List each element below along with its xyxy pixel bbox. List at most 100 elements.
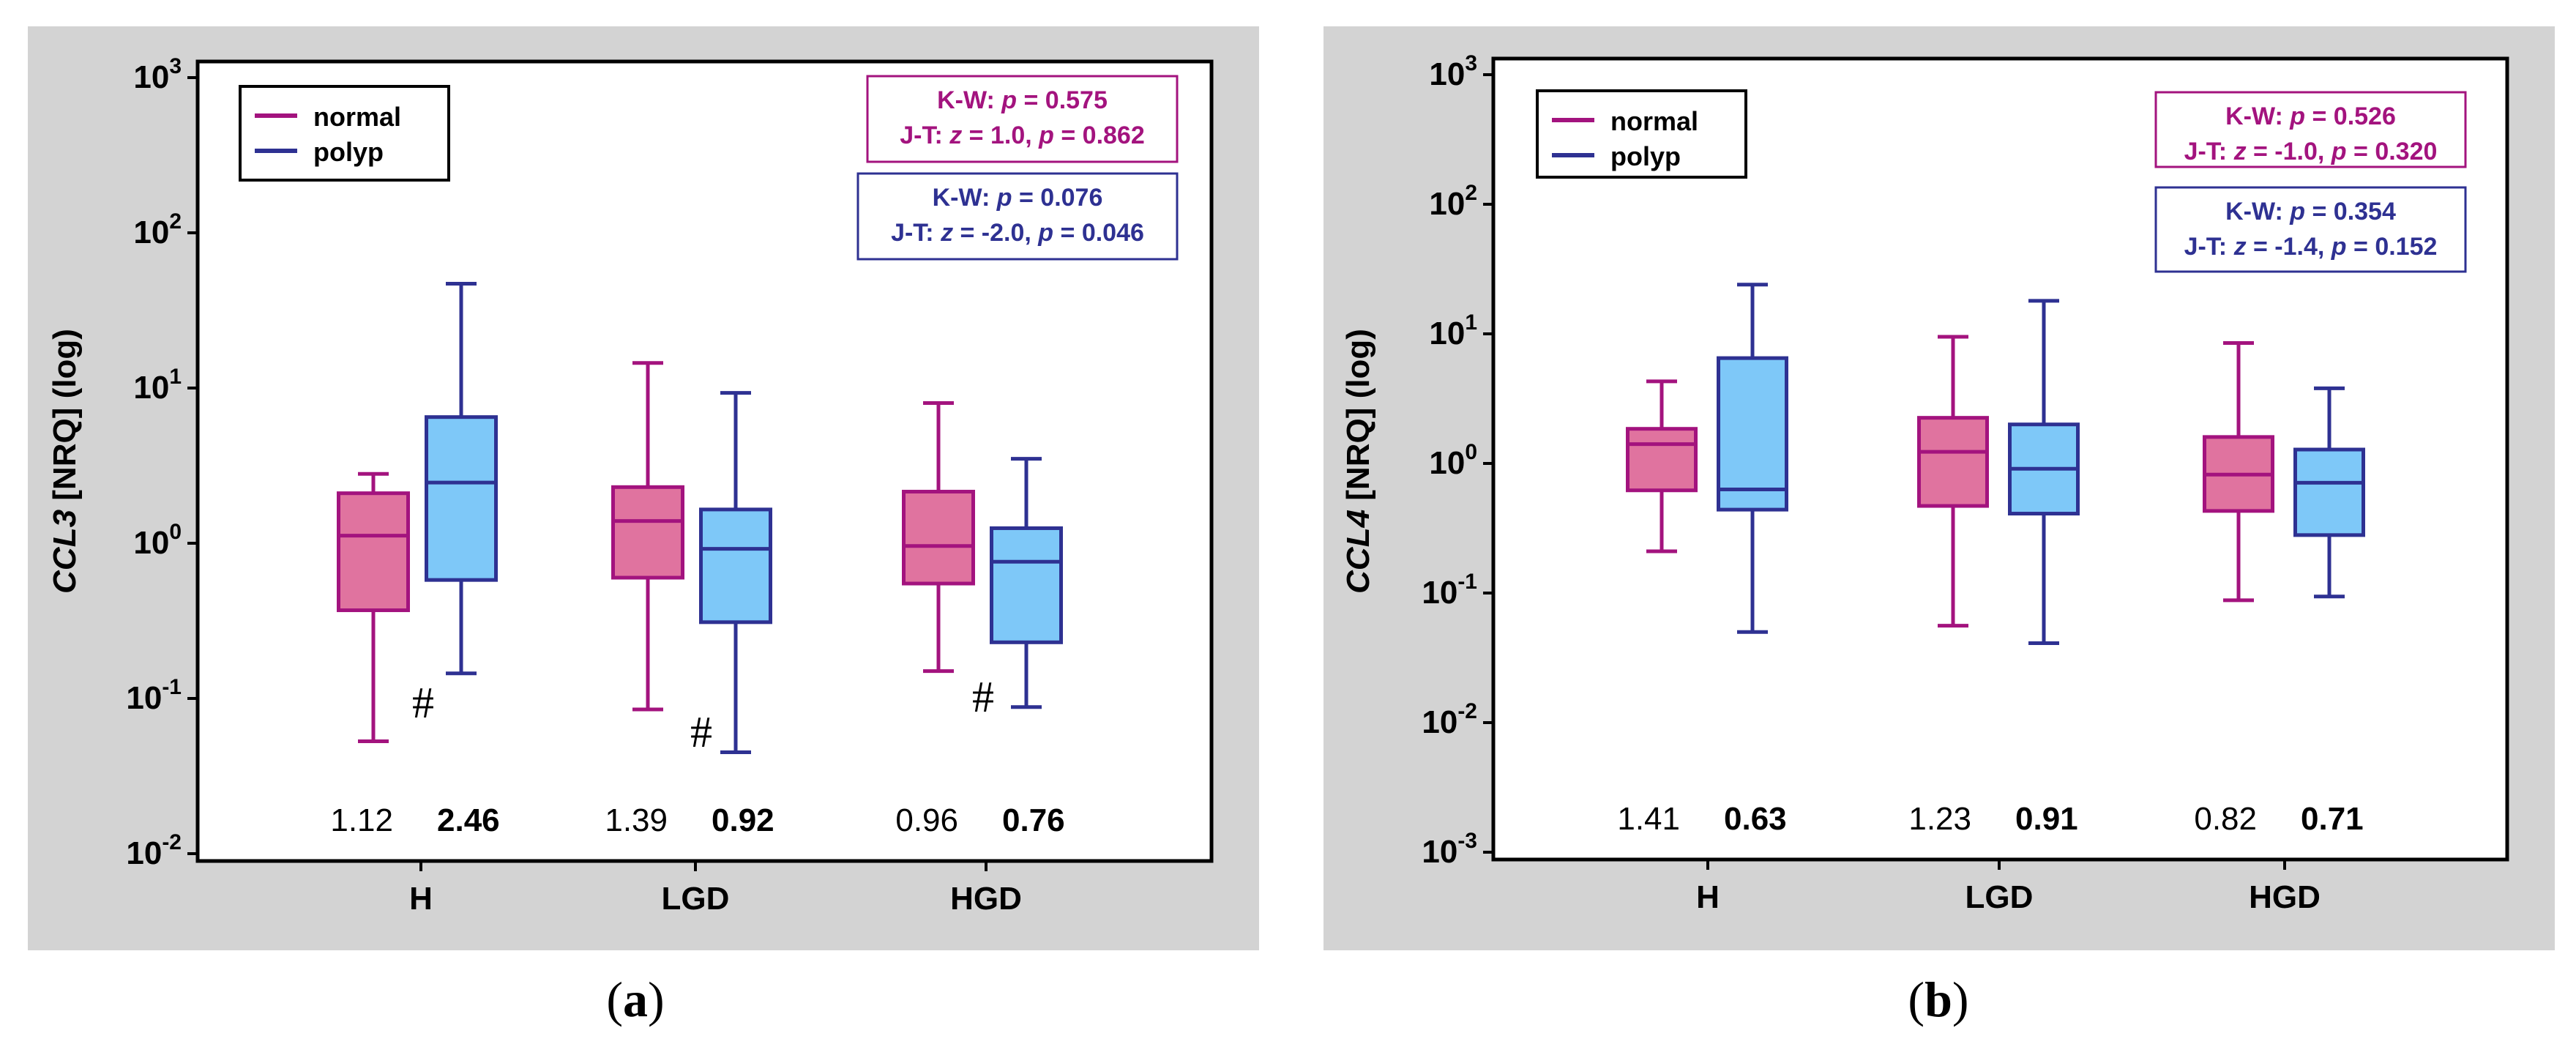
stats-jt-label: J-T: bbox=[900, 122, 949, 149]
y-tick-label: 100 bbox=[133, 520, 182, 561]
box-polyp-h bbox=[1717, 283, 1788, 634]
y-tick-label: 10-2 bbox=[1422, 699, 1477, 740]
box-iqr bbox=[1626, 427, 1698, 493]
y-tick-base: 10 bbox=[133, 59, 169, 95]
stats-jt-p-value: = 0.862 bbox=[1054, 122, 1145, 149]
box-normal-hgd bbox=[902, 401, 975, 674]
x-tick-label-h: H bbox=[1696, 879, 1720, 915]
median-value-polyp: 0.76 bbox=[1002, 802, 1065, 838]
stats-kw-line: K-W: p = 0.575 bbox=[937, 86, 1108, 114]
stats-jt-line: J-T: z = -2.0, p = 0.046 bbox=[891, 219, 1144, 247]
stats-kw-line: K-W: p = 0.076 bbox=[933, 184, 1103, 212]
median-value-normal: 1.12 bbox=[330, 802, 393, 838]
stats-frame bbox=[2154, 186, 2467, 273]
stats-jt-p-value: = 0.320 bbox=[2347, 138, 2438, 165]
stats-kw-value: = 0.526 bbox=[2305, 102, 2396, 130]
y-axis-label-unit: [NRQ] (log) bbox=[1340, 329, 1376, 510]
stats-jt-p-value: = 0.152 bbox=[2347, 233, 2438, 261]
stats-kw-label: K-W: bbox=[933, 184, 997, 212]
y-axis-label-gene: CCL3 bbox=[47, 510, 83, 594]
stats-frame bbox=[866, 75, 1179, 163]
stats-jt-z-value: = 1.0, bbox=[962, 122, 1039, 149]
y-tick-base: 10 bbox=[1429, 316, 1465, 351]
y-tick-exponent: -1 bbox=[1457, 570, 1477, 594]
y-tick-label: 101 bbox=[1429, 310, 1477, 351]
stats-jt-p: p bbox=[2331, 233, 2347, 261]
y-tick-exponent: 1 bbox=[169, 365, 182, 389]
y-tick-base: 10 bbox=[133, 525, 169, 561]
stats-jt-z-value: = -1.4, bbox=[2247, 233, 2332, 261]
box-iqr bbox=[425, 415, 498, 582]
legend: normal polyp bbox=[1536, 89, 1747, 179]
y-axis-label-unit: [NRQ] (log) bbox=[47, 329, 83, 510]
y-tick-label: 10-1 bbox=[1422, 570, 1477, 611]
median-value-polyp: 2.46 bbox=[437, 802, 500, 838]
legend-label-normal: normal bbox=[313, 102, 401, 132]
y-tick-base: 10 bbox=[1429, 186, 1465, 222]
box-normal-lgd bbox=[1917, 335, 1989, 628]
y-tick-base: 10 bbox=[1429, 56, 1465, 92]
y-tick-label: 10-1 bbox=[126, 675, 182, 716]
median-value-polyp: 0.71 bbox=[2301, 801, 2364, 837]
y-tick-exponent: 3 bbox=[169, 54, 182, 78]
median-value-normal: 1.39 bbox=[605, 802, 668, 838]
stats-jt-z-value: = -2.0, bbox=[953, 219, 1038, 247]
hash-mark-lgd: # bbox=[690, 708, 712, 756]
y-tick-base: 10 bbox=[133, 370, 169, 406]
median-value-normal: 1.41 bbox=[1617, 801, 1680, 837]
legend-frame bbox=[239, 85, 450, 182]
stats-box-normal: K-W: p = 0.575 J-T: z = 1.0, p = 0.862 bbox=[866, 75, 1179, 163]
median-value-normal: 1.23 bbox=[1908, 801, 1971, 837]
box-polyp-lgd bbox=[2008, 299, 2080, 646]
box-iqr bbox=[1917, 416, 1989, 508]
panel-label: (b) bbox=[1908, 972, 1968, 1027]
stats-kw-p: p bbox=[996, 184, 1012, 212]
y-tick-exponent: 0 bbox=[169, 520, 182, 544]
stats-jt-label: J-T: bbox=[2184, 233, 2234, 261]
stats-kw-value: = 0.575 bbox=[1017, 86, 1108, 114]
y-tick-base: 10 bbox=[1429, 445, 1465, 481]
y-tick-base: 10 bbox=[133, 215, 169, 250]
y-tick-exponent: 3 bbox=[1465, 51, 1477, 75]
panel-label-open: ( bbox=[1908, 972, 1924, 1027]
stats-kw-label: K-W: bbox=[2225, 102, 2290, 130]
stats-box-normal: K-W: p = 0.526 J-T: z = -1.0, p = 0.320 bbox=[2154, 91, 2467, 168]
stats-jt-p: p bbox=[1038, 122, 1054, 149]
box-iqr bbox=[902, 490, 975, 586]
box-normal-h bbox=[337, 471, 410, 743]
stats-jt-line: J-T: z = 1.0, p = 0.862 bbox=[900, 122, 1145, 149]
stats-jt-z: z bbox=[949, 122, 962, 149]
stats-kw-value: = 0.354 bbox=[2305, 198, 2396, 225]
box-iqr bbox=[2293, 447, 2365, 537]
stats-frame bbox=[2154, 91, 2467, 168]
y-tick-base: 10 bbox=[126, 680, 162, 716]
legend-frame bbox=[1536, 89, 1747, 179]
stats-box-polyp: K-W: p = 0.354 J-T: z = -1.4, p = 0.152 bbox=[2154, 186, 2467, 273]
panel-label-open: ( bbox=[606, 972, 623, 1027]
median-value-polyp: 0.92 bbox=[712, 802, 774, 838]
panel-label-letter: b bbox=[1924, 972, 1952, 1027]
stats-jt-line: J-T: z = -1.4, p = 0.152 bbox=[2184, 233, 2438, 261]
y-tick-base: 10 bbox=[1422, 834, 1457, 870]
stats-kw-p: p bbox=[1001, 86, 1017, 114]
stats-kw-label: K-W: bbox=[937, 86, 1001, 114]
stats-kw-line: K-W: p = 0.526 bbox=[2225, 102, 2396, 130]
median-value-polyp: 0.63 bbox=[1724, 801, 1787, 837]
y-tick-exponent: -2 bbox=[162, 830, 182, 854]
box-normal-lgd bbox=[611, 361, 684, 712]
y-axis-label-gene: CCL4 bbox=[1340, 510, 1376, 594]
stats-jt-z: z bbox=[2233, 138, 2247, 165]
y-tick-label: 103 bbox=[133, 54, 182, 95]
y-tick-label: 102 bbox=[133, 209, 182, 250]
box-polyp-h bbox=[425, 282, 498, 676]
hash-mark-h: # bbox=[412, 679, 434, 727]
legend-label-polyp: polyp bbox=[1610, 141, 1681, 171]
x-tick-label-lgd: LGD bbox=[662, 881, 730, 917]
legend: normal polyp bbox=[239, 85, 450, 182]
box-iqr bbox=[699, 507, 772, 625]
y-tick-base: 10 bbox=[1422, 704, 1457, 740]
